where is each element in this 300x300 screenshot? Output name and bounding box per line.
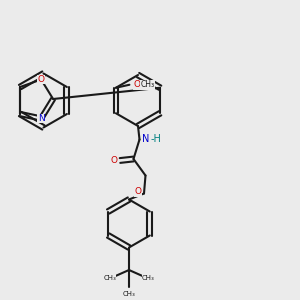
Text: O: O xyxy=(134,188,142,196)
Text: CH₃: CH₃ xyxy=(123,291,135,297)
Text: O: O xyxy=(38,75,45,84)
Text: N: N xyxy=(38,114,44,123)
Text: N: N xyxy=(142,134,150,145)
Text: CH₃: CH₃ xyxy=(140,80,154,89)
Text: CH₃: CH₃ xyxy=(103,274,116,280)
Text: CH₃: CH₃ xyxy=(142,274,155,280)
Text: -H: -H xyxy=(151,134,161,145)
Text: O: O xyxy=(134,80,140,89)
Text: O: O xyxy=(110,156,118,165)
